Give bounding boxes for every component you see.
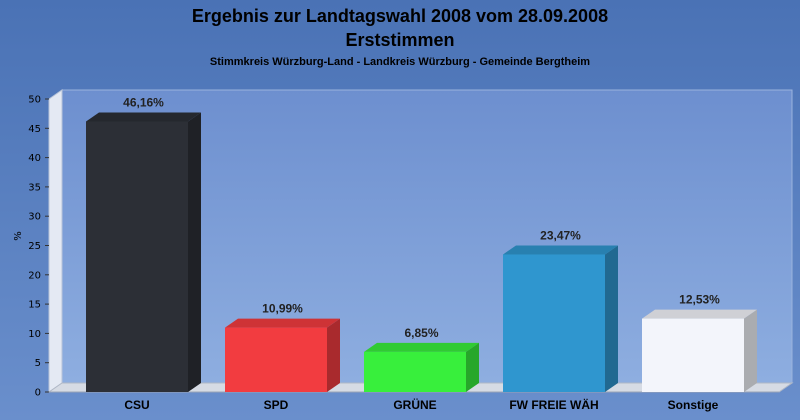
- plot-area: 0 5 10 15 20 25 30 35 40 45 50 46,16% CSU 10,99% SPD 6,…: [28, 89, 794, 412]
- y-tick-label: 25: [28, 241, 41, 252]
- x-tick-label: SPD: [264, 398, 289, 412]
- y-tick-label: 10: [28, 329, 41, 340]
- bar-side: [327, 318, 340, 392]
- y-tick-label: 15: [28, 300, 41, 311]
- bar-top: [642, 309, 757, 319]
- y-tick-label: 40: [28, 153, 41, 164]
- bar-top: [86, 112, 201, 122]
- y-tick-label: 5: [35, 358, 41, 369]
- x-tick-label: CSU: [124, 398, 149, 412]
- bar-side: [188, 112, 201, 392]
- bar-top: [225, 318, 340, 328]
- x-tick-label: FW FREIE WÄH: [509, 397, 598, 412]
- bar-top: [503, 245, 618, 255]
- bar-side: [466, 342, 479, 392]
- chart-caption: Stimmkreis Würzburg-Land - Landkreis Wür…: [210, 56, 590, 68]
- data-label: 46,16%: [123, 96, 164, 110]
- y-tick-label: 20: [28, 270, 41, 281]
- x-tick-label: Sonstige: [668, 398, 719, 412]
- bar-side: [605, 245, 618, 392]
- chart-title: Ergebnis zur Landtagswahl 2008 vom 28.09…: [192, 6, 608, 26]
- data-label: 10,99%: [262, 302, 303, 316]
- data-label: 6,85%: [404, 326, 438, 340]
- y-tick-label: 35: [28, 182, 41, 193]
- bar: [225, 327, 327, 392]
- bar: [364, 351, 466, 392]
- y-tick-label: 0: [35, 388, 41, 399]
- bar: [503, 254, 605, 392]
- data-label: 12,53%: [679, 293, 720, 307]
- data-label: 23,47%: [540, 228, 581, 242]
- bar: [86, 121, 188, 392]
- chart-subtitle: Erststimmen: [345, 30, 454, 50]
- bar: [642, 318, 744, 392]
- y-axis-label: %: [13, 231, 24, 241]
- x-tick-label: GRÜNE: [393, 397, 436, 412]
- y-tick-label: 30: [28, 212, 41, 223]
- bar-top: [364, 342, 479, 352]
- y-tick-label: 45: [28, 124, 41, 135]
- y-tick-label: 50: [28, 95, 41, 106]
- bar-side: [744, 309, 757, 392]
- plot-side-wall: [48, 89, 63, 393]
